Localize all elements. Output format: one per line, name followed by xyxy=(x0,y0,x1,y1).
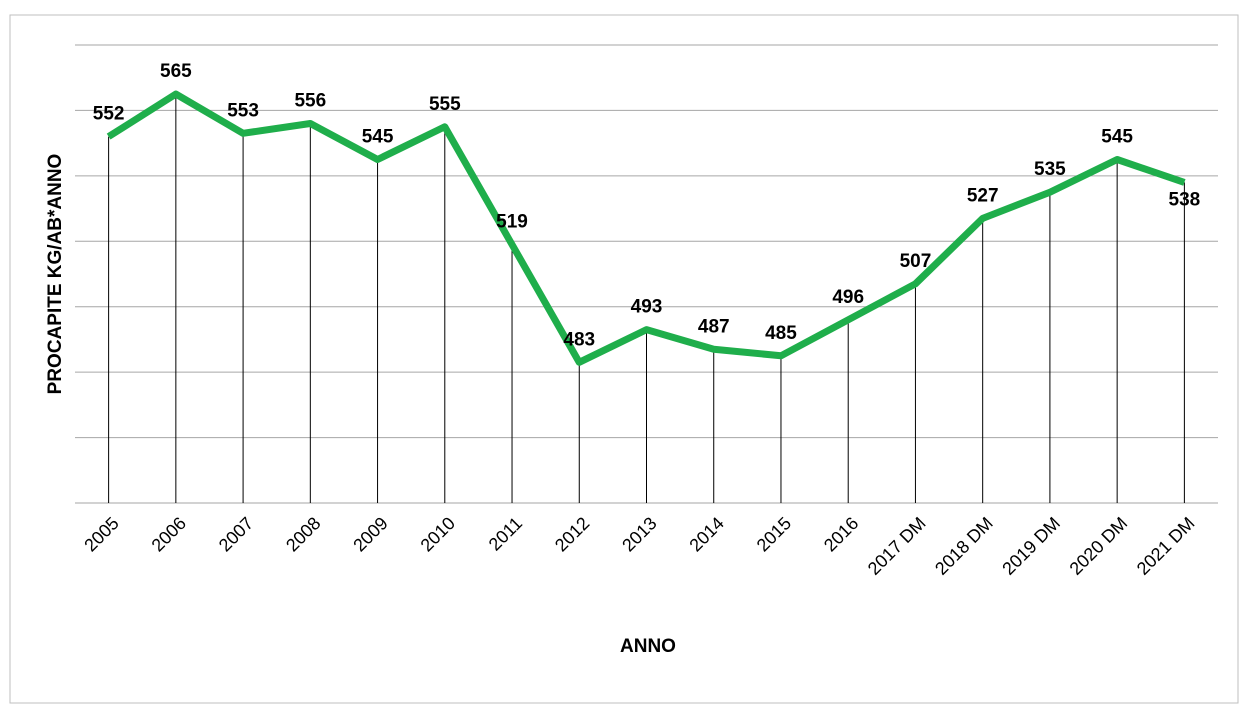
data-label: 487 xyxy=(698,316,730,337)
data-label: 527 xyxy=(967,185,999,206)
data-label: 485 xyxy=(765,323,797,344)
data-label: 493 xyxy=(631,297,663,318)
data-label: 556 xyxy=(294,91,326,112)
data-label: 507 xyxy=(900,251,932,272)
frame xyxy=(9,14,1239,704)
y-axis-label: PROCAPITE KG/AB*ANNO xyxy=(45,154,66,395)
data-label: 535 xyxy=(1034,159,1066,180)
data-label: 555 xyxy=(429,94,461,115)
series-line xyxy=(106,90,1186,366)
data-label: 552 xyxy=(93,104,125,125)
data-label: 496 xyxy=(832,287,864,308)
data-label: 553 xyxy=(227,100,259,121)
data-label: 519 xyxy=(496,212,528,233)
x-axis-label: ANNO xyxy=(620,636,676,657)
data-label: 483 xyxy=(563,329,595,350)
data-label: 565 xyxy=(160,61,192,82)
data-label: 545 xyxy=(1101,127,1133,148)
data-label: 538 xyxy=(1169,189,1201,210)
data-label: 545 xyxy=(362,127,394,148)
